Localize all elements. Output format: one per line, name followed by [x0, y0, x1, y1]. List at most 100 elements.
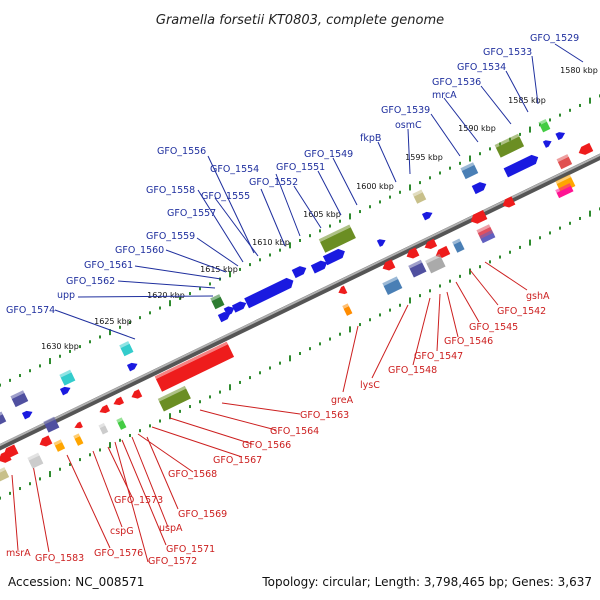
gene-label: GFO_1573 [114, 495, 163, 506]
gene-block [479, 230, 496, 244]
reverse-gene-labels: gshA GFO_1542 GFO_1545 GFO_1546 GFO_1547… [6, 291, 550, 567]
gene-block [538, 118, 551, 133]
gene-label: GFO_1557 [167, 208, 216, 219]
gene-label: GFO_1547 [414, 351, 463, 362]
gene-label: GFO_1555 [201, 191, 250, 202]
reverse-leader-lines [11, 261, 528, 563]
gene-arrow [542, 140, 552, 148]
gene-label: GFO_1551 [276, 162, 325, 173]
ruler-label: 1625 kbp [94, 317, 132, 326]
gene-label: GFO_1533 [483, 47, 532, 58]
gene-block [59, 369, 76, 386]
gene-arrow [244, 277, 294, 309]
gene-arrow [39, 435, 53, 447]
gene-block [0, 467, 10, 483]
gene-label: GFO_1574 [6, 305, 55, 316]
ruler-label: 1590 kbp [458, 124, 496, 133]
accession-text: Accession: NC_008571 [8, 575, 144, 589]
gene-label: GFO_1546 [444, 336, 493, 347]
gene-arrow [291, 266, 307, 279]
gene-label: GFO_1564 [270, 426, 319, 437]
gene-arrow [555, 132, 566, 141]
gene-label: GFO_1529 [530, 33, 579, 44]
gene-label: lysC [360, 380, 380, 391]
gene-label: GFO_1545 [469, 322, 518, 333]
gene-label: GFO_1559 [146, 231, 195, 242]
gene-block [10, 390, 29, 408]
gene-arrow [126, 362, 138, 372]
gene-arrow [424, 238, 438, 250]
ruler-label: 1620 kbp [147, 291, 185, 300]
gene-label: cspG [110, 526, 134, 537]
gene-block [382, 276, 403, 295]
gene-label: GFO_1571 [166, 544, 215, 555]
gene-arrow [406, 247, 420, 259]
ruler-label: 1595 kbp [405, 153, 443, 162]
gene-block [119, 341, 134, 357]
gene-arrow [322, 248, 345, 266]
gene-label: GFO_1568 [168, 469, 217, 480]
ruler-label: 1585 kbp [508, 96, 546, 105]
gene-arrow [74, 421, 83, 429]
gene-block [412, 189, 427, 204]
gene-arrow [21, 410, 33, 420]
gene-label: GFO_1556 [157, 146, 206, 157]
gene-label: GFO_1534 [457, 62, 506, 73]
gene-arrow [131, 389, 143, 399]
gene-arrow [376, 239, 386, 247]
gene-label: GFO_1554 [210, 164, 259, 175]
gene-arrow [471, 182, 487, 195]
map-title: Gramella forsetii KT0803, complete genom… [156, 13, 444, 28]
gene-block [494, 133, 525, 158]
ruler-label: 1600 kbp [356, 182, 394, 191]
gene-block [210, 294, 225, 310]
gene-label: GFO_1549 [304, 149, 353, 160]
gene-block [452, 238, 465, 253]
gene-block [556, 154, 573, 170]
gene-label: GFO_1548 [388, 365, 437, 376]
gene-label: upp [57, 290, 75, 301]
gene-label: GFO_1562 [66, 276, 115, 287]
gene-label: msrA [6, 548, 31, 559]
gene-arrow [382, 259, 396, 271]
gene-arrow [99, 404, 111, 414]
gene-block [318, 224, 356, 253]
ruler-ticks [0, 94, 600, 500]
gene-block [154, 341, 235, 392]
gene-label: greA [331, 395, 354, 406]
gene-block [98, 422, 109, 435]
gene-label: GFO_1569 [178, 509, 227, 520]
gene-label: GFO_1539 [381, 105, 430, 116]
gene-arrow [338, 285, 348, 295]
gene-label: uspA [159, 523, 183, 534]
gene-label: GFO_1561 [84, 260, 133, 271]
gene-arrow [223, 306, 235, 316]
gene-block [43, 416, 60, 433]
gene-block [555, 183, 574, 199]
gene-arrow [578, 142, 594, 155]
gene-block [460, 162, 479, 180]
gene-label: GFO_1576 [94, 548, 143, 559]
gene-label: GFO_1566 [242, 440, 291, 451]
gene-features [0, 118, 594, 483]
gene-arrow [310, 260, 328, 274]
gene-arrow [470, 210, 488, 224]
gene-block [425, 253, 446, 274]
gene-label: osmC [395, 120, 422, 131]
gene-label: fkpB [360, 133, 381, 144]
gene-label: GFO_1552 [249, 177, 298, 188]
gene-label: GFO_1567 [213, 455, 262, 466]
forward-gene-labels: GFO_1529 GFO_1533 GFO_1534 GFO_1536 mrcA… [6, 33, 579, 316]
ruler-label: 1580 kbp [560, 66, 598, 75]
gene-block [342, 303, 353, 316]
gene-label: GFO_1542 [497, 306, 546, 317]
gene-arrow [231, 301, 247, 313]
gene-label: GFO_1558 [146, 185, 195, 196]
gene-label: GFO_1536 [432, 77, 481, 88]
gene-label: mrcA [432, 90, 457, 101]
gene-arrow [59, 386, 71, 396]
gene-block [27, 452, 44, 469]
gene-label: gshA [526, 291, 550, 302]
gene-label: GFO_1572 [148, 556, 197, 567]
gene-label: GFO_1583 [35, 553, 84, 564]
